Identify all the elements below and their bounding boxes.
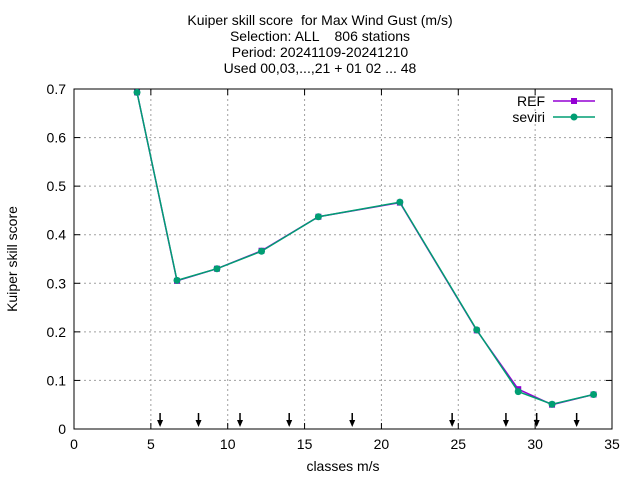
arrow-head (286, 420, 293, 427)
y-tick-label: 0.7 (47, 81, 67, 97)
x-tick-label: 25 (450, 436, 466, 452)
class-boundary-arrow (533, 413, 540, 427)
title-line-4: Used 00,03,...,21 + 01 02 ... 48 (223, 60, 417, 76)
title-line-3: Period: 20241109-20241210 (231, 44, 409, 60)
class-boundary-arrow (349, 413, 356, 427)
y-tick-label: 0.5 (47, 178, 67, 194)
data-point-seviri (173, 276, 181, 284)
x-tick-label: 30 (527, 436, 543, 452)
arrow-head (573, 420, 580, 427)
y-tick-label: 0.4 (47, 227, 67, 243)
data-point-seviri (396, 198, 404, 206)
legend-entry-seviri: seviri (512, 109, 595, 125)
y-tick-label: 0 (58, 421, 66, 437)
x-tick-label: 35 (604, 436, 620, 452)
y-tick-label: 0.2 (47, 324, 67, 340)
arrow-head (195, 420, 202, 427)
arrow-head (157, 420, 164, 427)
title-line-2: Selection: ALL 806 stations (229, 28, 411, 44)
arrow-head (237, 420, 244, 427)
plot-frame (73, 88, 613, 430)
data-point-seviri (258, 247, 266, 255)
y-tick-label: 0.6 (47, 130, 67, 146)
arrow-head (533, 420, 540, 427)
series-line-REF (136, 92, 594, 406)
class-boundary-arrow (502, 413, 509, 427)
x-tick-label: 15 (297, 436, 313, 452)
x-tick-label: 5 (147, 436, 155, 452)
series-line-seviri (136, 92, 594, 406)
x-tick-label: 0 (70, 436, 78, 452)
arrow-head (349, 420, 356, 427)
class-boundary-arrow (195, 413, 202, 427)
data-point-seviri (473, 326, 481, 334)
legend-label: REF (517, 93, 545, 109)
arrow-head (449, 420, 456, 427)
class-boundary-arrow (573, 413, 580, 427)
x-tick-label: 10 (220, 436, 236, 452)
legend-marker (570, 113, 578, 121)
title-line-1: Kuiper skill score for Max Wind Gust (m/… (187, 12, 453, 28)
class-boundary-arrow (157, 413, 164, 427)
arrow-head (502, 420, 509, 427)
data-point-seviri (213, 265, 221, 273)
data-point-seviri (514, 388, 522, 396)
data-point-seviri (314, 213, 322, 221)
legend-label: seviri (512, 109, 545, 125)
data-point-seviri (133, 88, 141, 96)
legend-marker (571, 98, 577, 104)
y-tick-label: 0.1 (47, 372, 67, 388)
data-point-seviri (590, 391, 598, 399)
x-axis-label: classes m/s (306, 458, 379, 474)
data-point-seviri (548, 400, 556, 408)
class-boundary-arrow (286, 413, 293, 427)
class-boundary-arrow (237, 413, 244, 427)
y-tick-label: 0.3 (47, 275, 67, 291)
legend-entry-REF: REF (517, 93, 595, 109)
class-boundary-arrow (449, 413, 456, 427)
x-tick-label: 20 (374, 436, 390, 452)
y-axis-label: Kuiper skill score (4, 206, 20, 312)
